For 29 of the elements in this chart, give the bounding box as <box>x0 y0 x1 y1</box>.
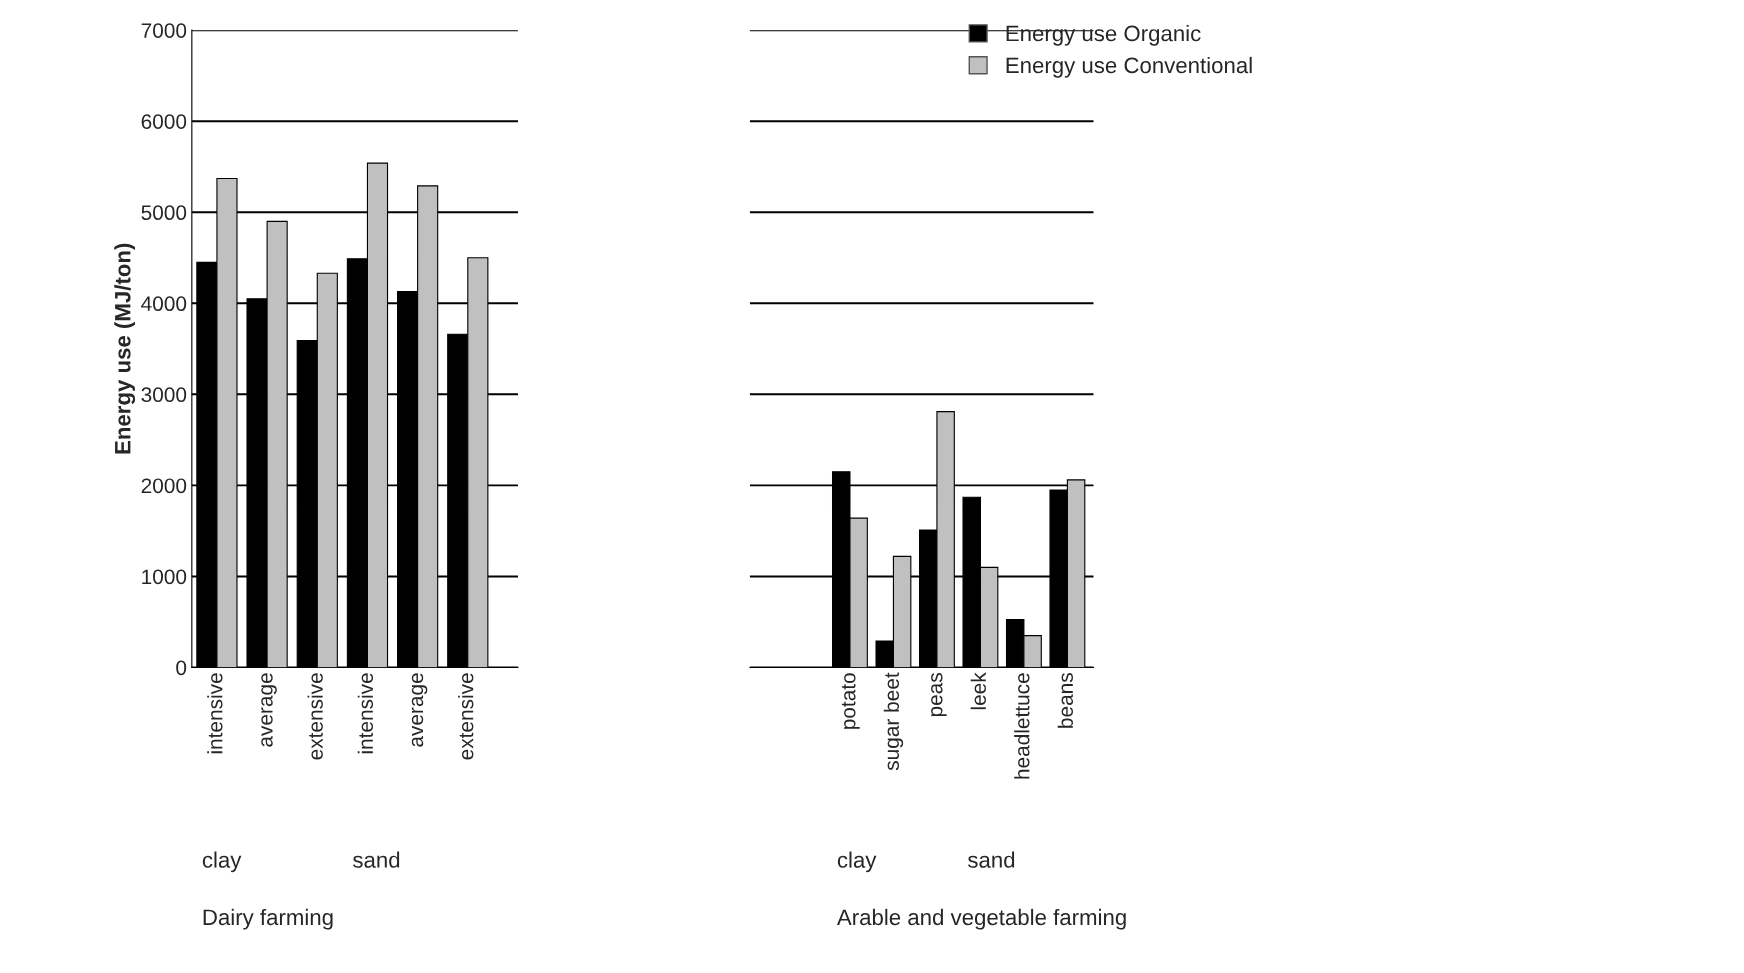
x-tick-label: extensive <box>458 673 474 760</box>
y-tick-label: 4000 <box>141 296 187 312</box>
text: clay <box>202 851 242 873</box>
text: Arable and vegetable farming <box>836 908 1126 930</box>
y-tick-label: 3000 <box>141 387 187 403</box>
y-tick-label: 0 <box>176 660 187 676</box>
y-axis-title: Energy use (MJ/ton) <box>114 243 136 454</box>
y-tick-label: 5000 <box>141 205 187 221</box>
legend-label: Energy use Conventional <box>1006 56 1252 78</box>
legend-label: Energy use Organic <box>1006 24 1201 46</box>
x-tick-label: leek <box>970 672 987 710</box>
y-tick-label: 7000 <box>141 23 187 38</box>
y-tick-label: 6000 <box>141 114 187 129</box>
x-tick-label: average <box>411 673 428 747</box>
x-tick-label: potato <box>841 673 860 729</box>
text: Dairy farming <box>203 908 333 930</box>
x-tick-label: sugar beet <box>883 672 904 771</box>
x-tick-label: beans <box>1057 673 1073 728</box>
text: clay <box>837 851 877 873</box>
x-tick-label: intensive <box>357 673 374 754</box>
x-tick-label: extensive <box>307 673 323 760</box>
text: sand <box>353 851 400 868</box>
text: sand <box>967 851 1015 868</box>
y-tick-label: 2000 <box>141 478 187 494</box>
x-tick-label: intensive <box>207 673 223 754</box>
y-tick-label: 1000 <box>142 569 187 585</box>
x-tick-label: peas <box>931 673 947 717</box>
x-tick-label: headlettuce <box>1014 673 1030 779</box>
x-tick-label: average <box>261 673 277 747</box>
